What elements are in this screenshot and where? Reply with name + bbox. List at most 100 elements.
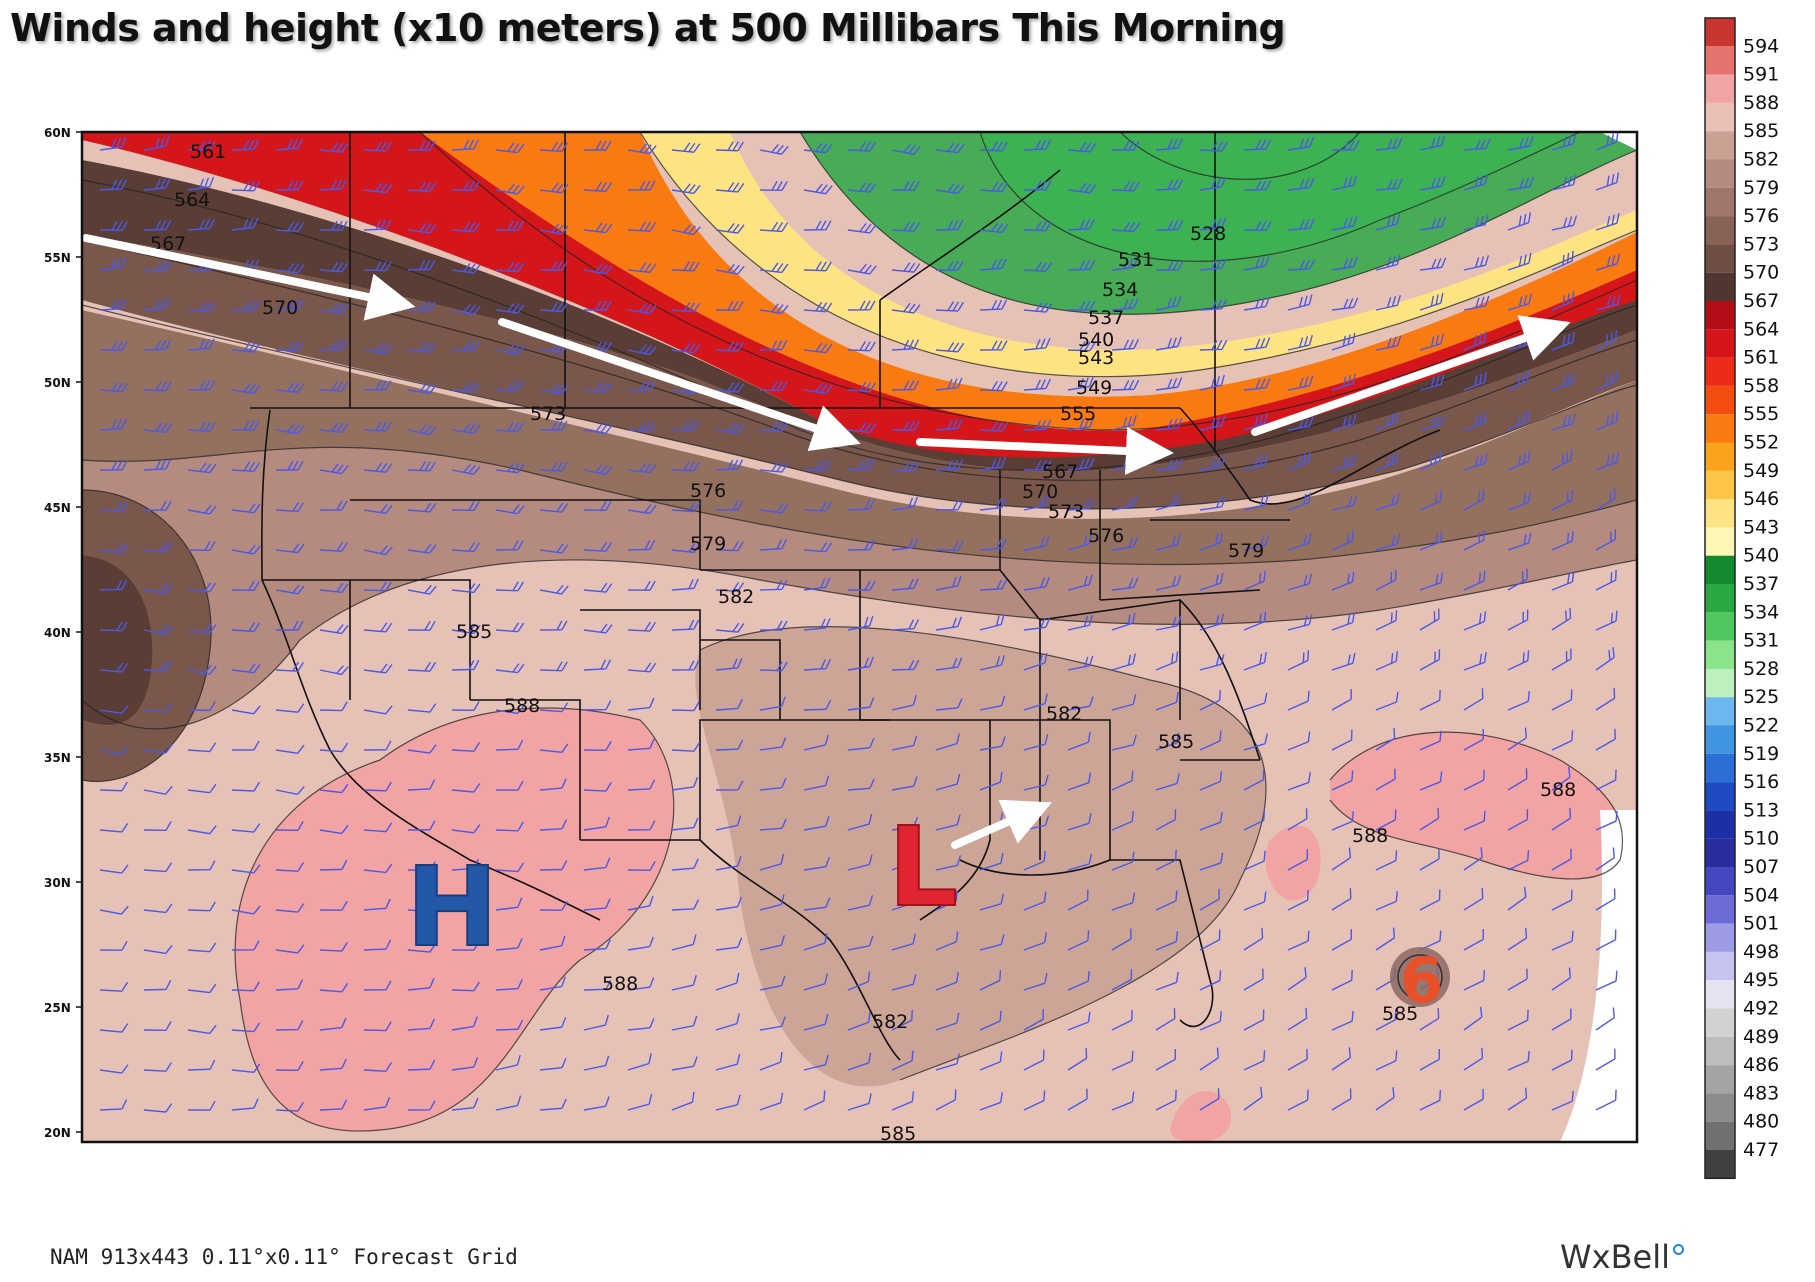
wind-barb: [1023, 221, 1052, 232]
wind-barb: [759, 853, 785, 871]
wind-barb: [1463, 729, 1484, 751]
contour-label: 579: [1228, 540, 1264, 562]
wind-barb: [1067, 498, 1095, 511]
wind-barb: [1155, 493, 1181, 511]
wind-barb: [759, 737, 787, 751]
wind-barb: [1419, 1008, 1440, 1031]
wind-barb: [1243, 570, 1266, 591]
colorbar-label: 549: [1743, 460, 1779, 482]
wind-barb: [1331, 652, 1356, 671]
wind-barb: [407, 383, 437, 394]
wind-barb: [1155, 890, 1178, 911]
wind-barb: [1199, 1011, 1223, 1031]
wind-barb: [1023, 302, 1053, 313]
wind-barb: [803, 1014, 829, 1031]
wind-barb: [143, 744, 173, 754]
wind-barb: [1243, 1086, 1263, 1111]
wind-barb: [1419, 730, 1442, 751]
wind-barb: [583, 382, 613, 393]
wind-barb: [803, 542, 833, 553]
wind-barb: [1375, 1050, 1398, 1071]
wind-barb: [1287, 177, 1315, 191]
wind-barb: [1375, 493, 1400, 511]
wind-barb: [671, 543, 701, 554]
wind-barb: [583, 659, 612, 671]
wind-barb: [143, 1103, 173, 1113]
wind-barb: [363, 781, 392, 792]
wind-barb: [979, 970, 1002, 991]
wind-barb: [1023, 338, 1051, 351]
flow-arrows: [82, 234, 1571, 849]
wind-barb: [1155, 773, 1180, 791]
wind-barb: [891, 735, 918, 751]
wind-barb: [1551, 607, 1572, 631]
wind-barb: [1419, 1090, 1442, 1111]
wind-barb: [1551, 413, 1576, 431]
wind-barb: [1375, 452, 1400, 471]
wind-barb: [407, 1100, 436, 1111]
wind-barb: [363, 822, 393, 833]
wind-barb: [495, 979, 524, 991]
wind-barb: [1419, 216, 1447, 231]
wind-barb: [715, 937, 743, 951]
wind-barb: [275, 501, 305, 513]
wind-barb: [935, 1053, 960, 1071]
wind-barb: [1287, 259, 1316, 271]
wind-barb: [319, 541, 349, 552]
wind-barb: [275, 180, 304, 191]
band-brown-570: [82, 235, 1637, 509]
wind-barb: [187, 742, 217, 753]
wind-barb: [1023, 932, 1048, 951]
wind-barb: [759, 462, 789, 473]
wind-barb: [671, 224, 701, 236]
wind-barb: [99, 662, 129, 673]
wind-barb: [803, 618, 831, 631]
wind-barb: [143, 944, 173, 955]
colorbar-swatch: [1705, 810, 1735, 839]
wind-barb: [671, 578, 699, 591]
wind-barb: [231, 663, 261, 674]
wind-barb: [1375, 927, 1396, 951]
wind-barb: [671, 660, 700, 671]
wind-barb: [1023, 693, 1048, 711]
wind-barb: [671, 701, 700, 712]
wind-barb: [99, 137, 127, 151]
wind-barb: [1331, 175, 1358, 191]
wind-barb: [583, 857, 611, 871]
wind-barb: [187, 664, 217, 675]
wind-barb: [583, 464, 613, 475]
wind-barb: [1067, 457, 1095, 471]
wind-barb: [803, 699, 832, 711]
wind-barb: [891, 461, 920, 472]
wind-barb: [891, 1009, 913, 1031]
wind-barb: [1375, 411, 1399, 431]
wind-barb: [1463, 688, 1484, 711]
wind-barb: [1507, 491, 1531, 511]
colorbar-swatch: [1705, 272, 1735, 301]
wind-barb: [1595, 610, 1618, 631]
wind-barb: [319, 783, 349, 794]
wind-barb: [1551, 766, 1571, 791]
wind-barb: [803, 1090, 826, 1111]
wind-barb: [1199, 970, 1222, 991]
wind-barb: [583, 500, 612, 511]
wind-barb: [275, 423, 305, 435]
wind-barb: [319, 179, 348, 191]
wind-barb: [847, 141, 876, 152]
wind-barb: [891, 659, 920, 671]
wind-barb: [275, 138, 303, 151]
wind-barb: [1243, 611, 1267, 631]
wind-barb: [979, 654, 1005, 671]
wind-barb: [1111, 221, 1141, 233]
wind-barb: [143, 297, 171, 311]
wind-barb: [451, 463, 481, 475]
wind-barb: [847, 263, 877, 275]
wind-barb: [363, 663, 393, 674]
wind-barb: [803, 460, 832, 471]
colorbar-swatch: [1705, 1150, 1735, 1179]
wind-barb: [1419, 135, 1446, 151]
wind-barb: [1507, 1087, 1528, 1111]
wind-barb: [407, 978, 435, 991]
colorbar-swatch: [1705, 725, 1735, 754]
wind-barb: [495, 581, 524, 592]
